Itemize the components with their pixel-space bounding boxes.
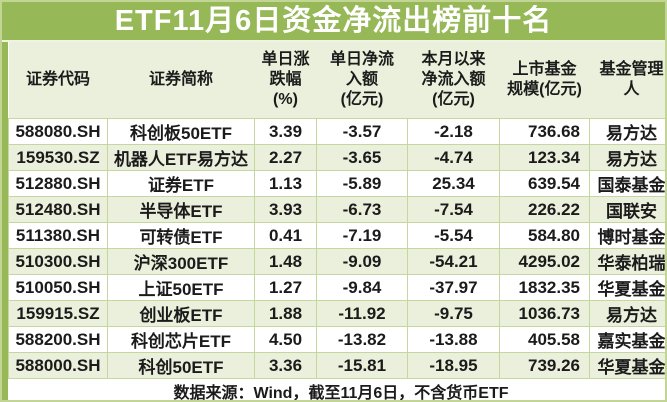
pct-change-cell: 3.36 (254, 352, 317, 379)
name-cell: 创业板ETF (107, 300, 255, 327)
month-net-flow-cell: -18.95 (407, 352, 500, 379)
daily-net-flow-header: 单日净流 入额 (亿元) (316, 42, 408, 119)
month-net-flow-cell: -9.75 (407, 300, 500, 327)
fund-size-cell: 739.26 (499, 352, 590, 379)
daily-net-flow-cell: -11.92 (316, 300, 408, 327)
fund-size-cell: 736.68 (499, 118, 590, 145)
table-body: 588080.SH 科创板50ETF 3.39 -3.57 -2.18 736.68 易方达… (8, 118, 665, 379)
code-cell: 588080.SH (8, 118, 108, 145)
code-header: 证券代码 (8, 42, 108, 119)
daily-net-flow-cell: -13.82 (316, 326, 408, 353)
pct-change-cell: 1.48 (254, 248, 317, 275)
name-cell: 上证50ETF (107, 274, 255, 301)
month-net-flow-cell: -5.54 (407, 222, 500, 249)
pct-change-cell: 1.13 (254, 170, 317, 197)
month-net-flow-cell: -13.88 (407, 326, 500, 353)
manager-header: 基金管理 人 (589, 42, 665, 119)
code-cell: 159530.SZ (8, 144, 108, 171)
fund-size-cell: 405.58 (499, 326, 590, 353)
daily-net-flow-cell: -6.73 (316, 196, 408, 223)
name-cell: 科创芯片ETF (107, 326, 255, 353)
manager-cell: 华夏基金 (589, 274, 665, 301)
etf-outflow-table: 证券代码 证券简称 单日涨 跌幅 (%) 单日净流 入额 (亿元) 本月以来 净流入额 … (8, 42, 665, 400)
pct-change-cell: 3.39 (254, 118, 317, 145)
pct-change-cell: 3.93 (254, 196, 317, 223)
table-row: 588200.SH 科创芯片ETF 4.50 -13.82 -13.88 405.58 嘉实… (8, 326, 665, 353)
name-cell: 科创板50ETF (107, 118, 255, 145)
month-net-flow-cell: -2.18 (407, 118, 500, 145)
manager-cell: 国联安 (589, 196, 665, 223)
table-row: 510050.SH 上证50ETF 1.27 -9.84 -37.97 1832.35 华夏… (8, 274, 665, 301)
code-cell: 588000.SH (8, 352, 108, 379)
daily-net-flow-cell: -7.19 (316, 222, 408, 249)
table-row: 159530.SZ 机器人ETF易方达 2.27 -3.65 -4.74 123.34 易方… (8, 144, 665, 171)
table-row: 510300.SH 沪深300ETF 1.48 -9.09 -54.21 4295.02 华… (8, 248, 665, 275)
name-cell: 半导体ETF (107, 196, 255, 223)
daily-net-flow-cell: -5.89 (316, 170, 408, 197)
name-cell: 机器人ETF易方达 (107, 144, 255, 171)
source-note-row: 数据来源：Wind，截至11月6日，不含货币ETF (8, 378, 665, 400)
month-net-flow-cell: -7.54 (407, 196, 500, 223)
page-title: ETF11月6日资金净流出榜前十名 (2, 2, 665, 42)
month-net-flow-cell: -37.97 (407, 274, 500, 301)
month-net-flow-header: 本月以来 净流入额 (亿元) (407, 42, 500, 119)
code-cell: 159915.SZ (8, 300, 108, 327)
name-header: 证券简称 (107, 42, 255, 119)
name-cell: 可转债ETF (107, 222, 255, 249)
daily-net-flow-cell: -3.57 (316, 118, 408, 145)
table-row: 588080.SH 科创板50ETF 3.39 -3.57 -2.18 736.68 易方达 (8, 118, 665, 145)
fund-size-cell: 123.34 (499, 144, 590, 171)
manager-cell: 华夏基金 (589, 352, 665, 379)
table-row: 511380.SH 可转债ETF 0.41 -7.19 -5.54 584.80 博时基金 (8, 222, 665, 249)
pct-change-cell: 1.88 (254, 300, 317, 327)
fund-size-header: 上市基金 规模(亿元) (499, 42, 590, 119)
month-net-flow-cell: 25.34 (407, 170, 500, 197)
manager-cell: 华泰柏瑞 (589, 248, 665, 275)
table-header-row: 证券代码 证券简称 单日涨 跌幅 (%) 单日净流 入额 (亿元) 本月以来 净流入额 … (8, 42, 665, 119)
daily-net-flow-cell: -9.84 (316, 274, 408, 301)
fund-size-cell: 584.80 (499, 222, 590, 249)
table-row: 512880.SH 证券ETF 1.13 -5.89 25.34 639.54 国泰基金 (8, 170, 665, 197)
manager-cell: 易方达 (589, 144, 665, 171)
daily-net-flow-cell: -3.65 (316, 144, 408, 171)
daily-net-flow-cell: -9.09 (316, 248, 408, 275)
month-net-flow-cell: -54.21 (407, 248, 500, 275)
fund-size-cell: 226.22 (499, 196, 590, 223)
month-net-flow-cell: -4.74 (407, 144, 500, 171)
pct-change-cell: 4.50 (254, 326, 317, 353)
table-row: 159915.SZ 创业板ETF 1.88 -11.92 -9.75 1036.73 易方达 (8, 300, 665, 327)
name-cell: 沪深300ETF (107, 248, 255, 275)
etf-outflow-table-wrap: 证券代码 证券简称 单日涨 跌幅 (%) 单日净流 入额 (亿元) 本月以来 净流入额 … (8, 42, 665, 400)
table-row: 588000.SH 科创50ETF 3.36 -15.81 -18.95 739.26 华夏… (8, 352, 665, 379)
pct-change-header: 单日涨 跌幅 (%) (254, 42, 317, 119)
fund-size-cell: 1036.73 (499, 300, 590, 327)
daily-net-flow-cell: -15.81 (316, 352, 408, 379)
fund-size-cell: 1832.35 (499, 274, 590, 301)
manager-cell: 嘉实基金 (589, 326, 665, 353)
code-cell: 588200.SH (8, 326, 108, 353)
pct-change-cell: 0.41 (254, 222, 317, 249)
code-cell: 510050.SH (8, 274, 108, 301)
code-cell: 512880.SH (8, 170, 108, 197)
source-note: 数据来源：Wind，截至11月6日，不含货币ETF (8, 378, 665, 400)
code-cell: 512480.SH (8, 196, 108, 223)
manager-cell: 博时基金 (589, 222, 665, 249)
code-cell: 511380.SH (8, 222, 108, 249)
table-row: 512480.SH 半导体ETF 3.93 -6.73 -7.54 226.22 国联安 (8, 196, 665, 223)
pct-change-cell: 2.27 (254, 144, 317, 171)
pct-change-cell: 1.27 (254, 274, 317, 301)
fund-size-cell: 4295.02 (499, 248, 590, 275)
name-cell: 科创50ETF (107, 352, 255, 379)
code-cell: 510300.SH (8, 248, 108, 275)
fund-size-cell: 639.54 (499, 170, 590, 197)
name-cell: 证券ETF (107, 170, 255, 197)
manager-cell: 易方达 (589, 118, 665, 145)
manager-cell: 易方达 (589, 300, 665, 327)
manager-cell: 国泰基金 (589, 170, 665, 197)
